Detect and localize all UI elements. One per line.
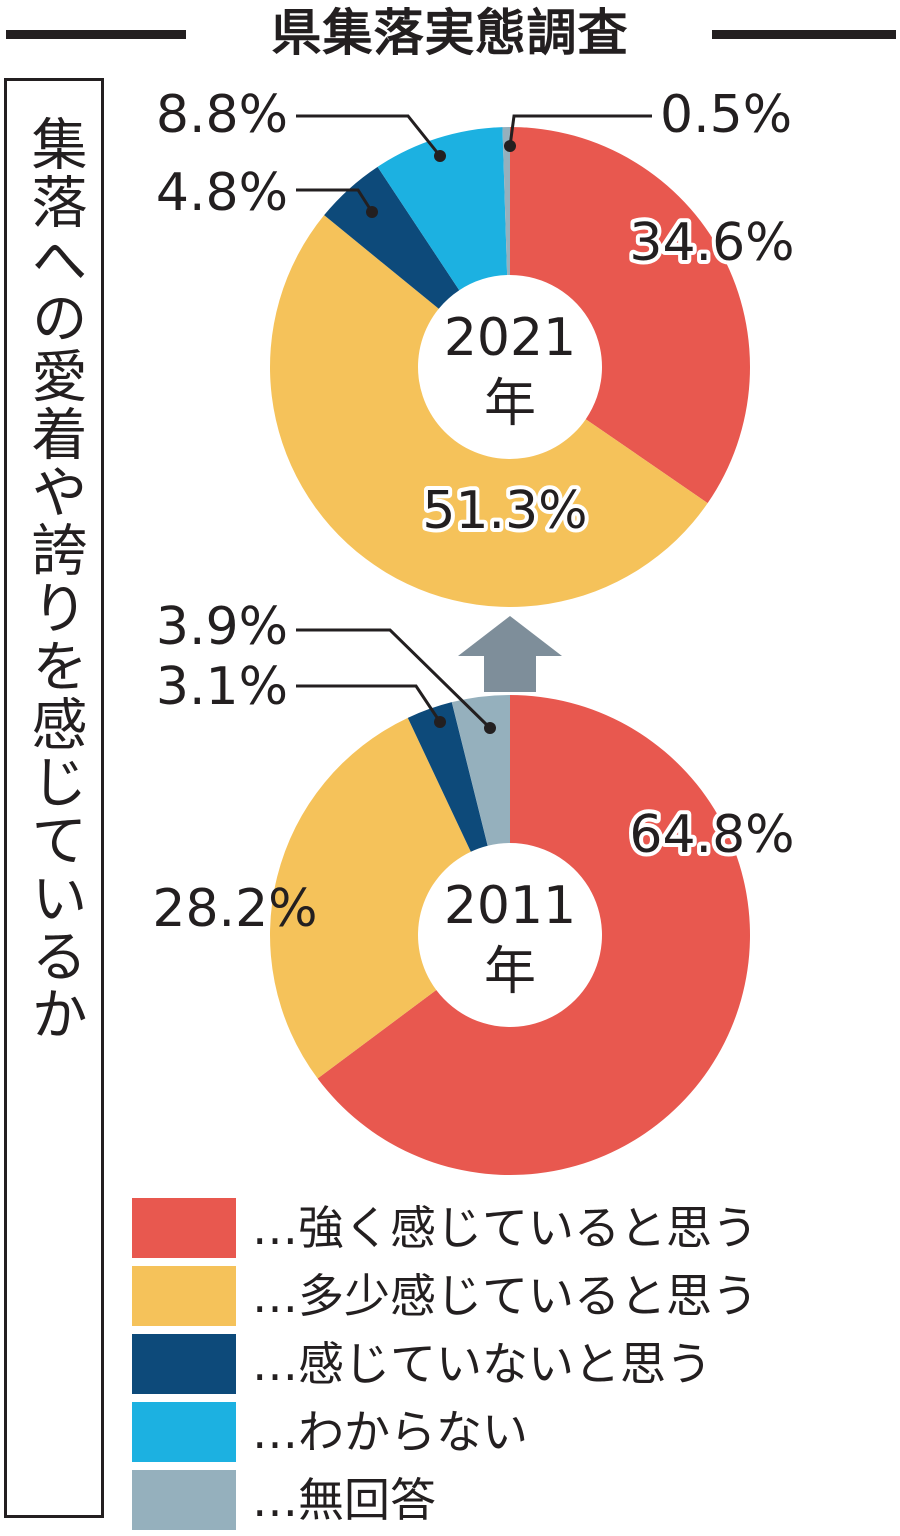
slice-0-4 bbox=[502, 127, 510, 276]
center-year-1: 2011 bbox=[444, 876, 576, 936]
leader-line-1-3 bbox=[296, 628, 492, 730]
leader-line-0-3 bbox=[296, 114, 442, 157]
data-label-0-4: 0.5% bbox=[660, 85, 792, 145]
leader-line-1-2 bbox=[296, 684, 442, 723]
slice-1-3 bbox=[451, 695, 510, 846]
center-year-0: 2021 bbox=[444, 308, 576, 368]
legend: …強く感じていると思う …多少感じていると思う …感じていないと思う …わからない …無… bbox=[132, 1196, 892, 1536]
leader-dot-1-2 bbox=[434, 716, 446, 728]
chart-title: 県集落実態調査 bbox=[261, 4, 639, 62]
trend-arrow bbox=[458, 616, 562, 692]
legend-label: …強く感じていると思う bbox=[252, 1201, 758, 1255]
legend-item: …無回答 bbox=[132, 1468, 892, 1536]
legend-item: …強く感じていると思う bbox=[132, 1196, 892, 1264]
data-label-1-1: 28.2% bbox=[152, 879, 317, 939]
leader-line-0-4 bbox=[508, 114, 652, 147]
title-rule-left bbox=[6, 30, 186, 39]
title-rule-right bbox=[712, 30, 896, 39]
leader-line-0-2 bbox=[296, 188, 374, 213]
legend-swatch bbox=[132, 1470, 236, 1530]
legend-label: …無回答 bbox=[252, 1473, 436, 1527]
question-label-box: 集落への愛着や誇りを感じているか bbox=[4, 78, 104, 1518]
legend-swatch bbox=[132, 1198, 236, 1258]
slice-1-2 bbox=[407, 702, 488, 852]
data-label-1-0: 64.8% bbox=[629, 805, 794, 865]
data-label-0-2: 4.8% bbox=[156, 163, 288, 223]
slice-0-3 bbox=[377, 127, 508, 291]
slice-0-2 bbox=[324, 166, 460, 309]
chart-header: 県集落実態調査 bbox=[0, 0, 900, 70]
legend-item: …多少感じていると思う bbox=[132, 1264, 892, 1332]
legend-item: …わからない bbox=[132, 1400, 892, 1468]
data-label-0-0: 34.6% bbox=[629, 213, 794, 273]
slice-1-0 bbox=[317, 695, 750, 1175]
data-label-1-2: 3.1% bbox=[156, 657, 288, 717]
data-label-0-3: 8.8% bbox=[156, 85, 288, 145]
legend-swatch bbox=[132, 1266, 236, 1326]
slice-1-1 bbox=[270, 717, 471, 1079]
slice-0-1 bbox=[270, 215, 708, 607]
slice-0-0 bbox=[510, 127, 751, 504]
leader-dot-1-3 bbox=[484, 722, 496, 734]
leader-dot-0-2 bbox=[366, 206, 378, 218]
leader-dot-0-3 bbox=[434, 150, 446, 162]
legend-label: …感じていないと思う bbox=[252, 1337, 712, 1391]
legend-label: …わからない bbox=[252, 1405, 528, 1459]
center-year-unit-0: 年 bbox=[484, 374, 536, 434]
leader-dot-0-4 bbox=[504, 140, 516, 152]
legend-swatch bbox=[132, 1334, 236, 1394]
legend-label: …多少感じていると思う bbox=[252, 1269, 758, 1323]
legend-swatch bbox=[132, 1402, 236, 1462]
question-label: 集落への愛着や誇りを感じているか bbox=[22, 115, 87, 1043]
data-label-0-1: 51.3% bbox=[422, 481, 587, 541]
legend-item: …感じていないと思う bbox=[132, 1332, 892, 1400]
data-label-1-3: 3.9% bbox=[156, 597, 288, 657]
center-year-unit-1: 年 bbox=[484, 942, 536, 1002]
